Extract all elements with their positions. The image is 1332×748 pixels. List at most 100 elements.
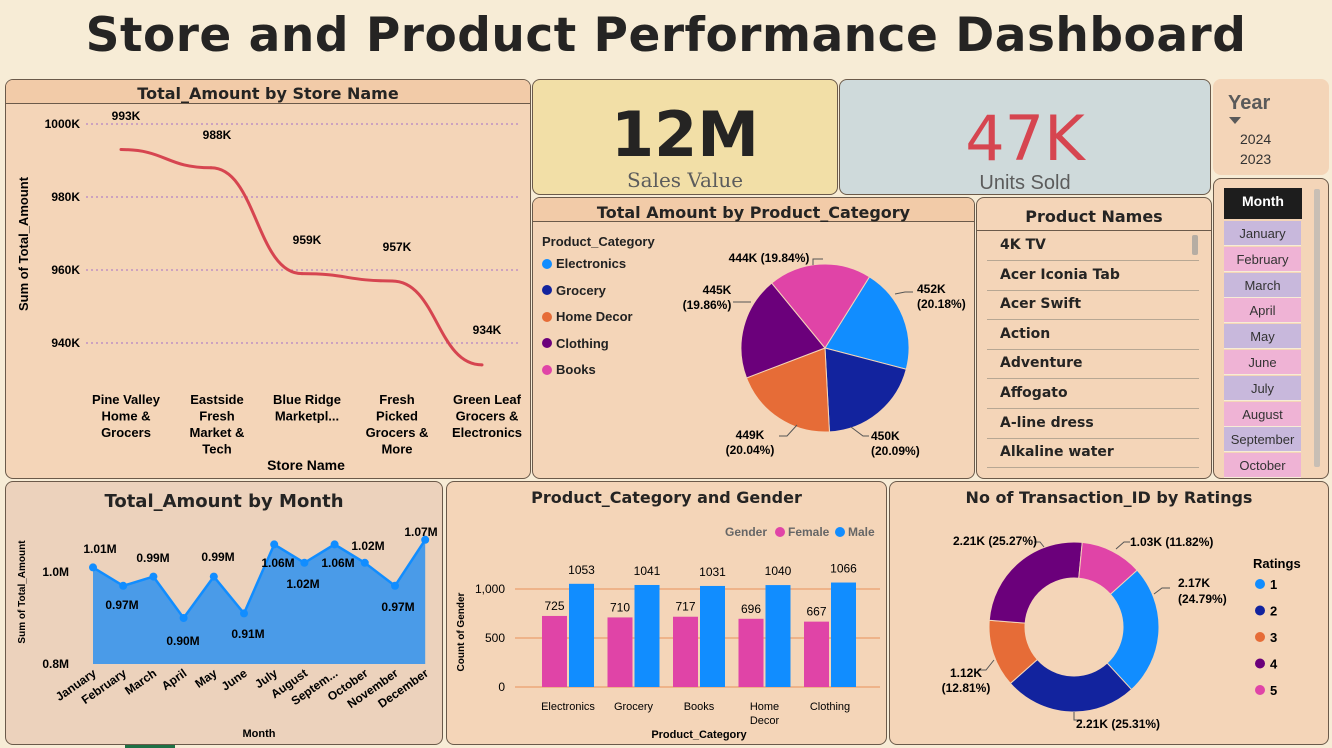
store-chart-header xyxy=(6,80,530,104)
category-pie-chart[interactable]: 452K(20.18%) 450K(20.09%) 449K(20.04%) 445K… xyxy=(533,222,975,479)
legend-label: Male xyxy=(848,525,875,539)
x-tick-label: Grocers & xyxy=(456,409,519,424)
month-slicer-item[interactable]: May xyxy=(1224,324,1301,350)
bar-female xyxy=(673,616,698,687)
leader-line xyxy=(812,258,823,265)
year-option[interactable]: 2024 xyxy=(1240,131,1272,147)
month-slicer-item[interactable]: September xyxy=(1224,427,1301,453)
pie-slice xyxy=(824,276,910,370)
pie-slice xyxy=(740,282,826,379)
gender-chart-title: Product_Category and Gender xyxy=(531,488,802,507)
month-slicer-item[interactable]: February xyxy=(1224,246,1301,272)
x-tick-label: Pine Valley xyxy=(92,392,161,407)
month-slicer-item[interactable]: March xyxy=(1224,272,1301,298)
legend-dot xyxy=(542,364,552,375)
list-item[interactable]: A-line dress xyxy=(987,410,1199,439)
data-label: 1.06M xyxy=(261,556,294,570)
x-tick-label: Electronics xyxy=(541,701,595,713)
legend-item-home-decor[interactable]: Home Decor xyxy=(542,309,633,324)
page-tab-indicator[interactable] xyxy=(125,745,175,748)
pie-slice xyxy=(824,347,907,433)
leader-line xyxy=(1034,541,1045,548)
x-tick-label: June xyxy=(219,666,250,694)
list-item[interactable]: Adventure xyxy=(987,350,1199,380)
data-label: 1.02M xyxy=(286,577,319,591)
x-axis-label: Product_Category xyxy=(651,729,747,741)
data-label: 1.02M xyxy=(351,539,384,553)
list-item[interactable]: 4K TV xyxy=(987,232,1199,261)
month-slicer-item[interactable]: October xyxy=(1224,453,1301,478)
store-chart-panel[interactable]: Total_Amount by Store Name 1000K 980K 960K… xyxy=(5,79,531,479)
legend-label: 5 xyxy=(1270,683,1277,698)
y-tick-label: 1.0M xyxy=(42,565,69,579)
data-point xyxy=(390,279,394,283)
month-chart-panel[interactable]: Total_Amount by Month 1.0M 0.8M Sum of Tot… xyxy=(5,481,443,745)
data-point xyxy=(89,563,97,572)
chevron-down-icon[interactable] xyxy=(1229,117,1241,124)
list-item[interactable]: Action xyxy=(987,321,1199,350)
category-pie-panel[interactable]: Total Amount by Product_Category Product… xyxy=(532,197,975,479)
x-axis-label: Store Name xyxy=(267,457,345,473)
month-slicer-item[interactable]: July xyxy=(1224,375,1301,401)
y-tick-label: 0 xyxy=(498,680,505,694)
list-item[interactable]: Affogato xyxy=(987,380,1199,409)
data-label: 1.06M xyxy=(321,556,354,570)
year-option[interactable]: 2023 xyxy=(1240,151,1272,167)
product-names-panel[interactable]: Product Names 4K TV Acer Iconia Tab Acer S… xyxy=(976,197,1212,479)
list-item[interactable]: Acer Iconia Tab xyxy=(987,262,1199,291)
month-slicer-item[interactable]: June xyxy=(1224,350,1301,375)
data-point xyxy=(209,166,213,170)
data-label: 450K xyxy=(871,429,900,443)
data-point xyxy=(119,581,128,590)
month-slicer-item[interactable]: August xyxy=(1224,401,1301,427)
legend-item-clothing[interactable]: Clothing xyxy=(542,336,609,351)
data-point xyxy=(149,572,158,581)
month-slicer-item[interactable]: April xyxy=(1224,298,1301,324)
series-line xyxy=(92,539,427,621)
x-tick-label: Books xyxy=(684,701,715,713)
leader-line xyxy=(978,659,995,671)
month-slicer-item[interactable]: January xyxy=(1224,221,1301,246)
gender-bar-chart[interactable]: Gender Female Male 1,000 500 0 Count of Gender… xyxy=(447,482,887,745)
year-slicer[interactable]: Year 2024 2023 xyxy=(1213,79,1329,175)
product-list-scrollbar[interactable] xyxy=(1192,235,1198,255)
legend-item-electronics[interactable]: Electronics xyxy=(542,256,626,271)
x-tick-label: April xyxy=(159,666,189,693)
legend-dot xyxy=(1255,579,1265,589)
pie-slice xyxy=(745,347,830,433)
month-slicer-scrollbar[interactable] xyxy=(1314,189,1320,467)
legend-item-grocery[interactable]: Grocery xyxy=(542,283,606,298)
leader-line xyxy=(1115,541,1130,550)
month-area-chart[interactable]: 1.0M 0.8M Sum of Total_Amount 1.01M 0.97M 0.9… xyxy=(6,482,443,745)
list-item[interactable]: Acer Swift xyxy=(987,291,1199,321)
legend-dot xyxy=(1255,605,1265,616)
list-item[interactable]: Alkaline water xyxy=(987,439,1199,469)
x-tick-label: Fresh xyxy=(199,409,234,424)
dashboard-title: Store and Product Performance Dashboard xyxy=(85,8,1247,63)
sales-value-card: 12M Sales Value xyxy=(532,79,838,195)
data-point xyxy=(360,558,369,567)
store-chart-title: Total_Amount by Store Name xyxy=(137,84,399,103)
legend-label: Grocery xyxy=(556,282,606,298)
category-pie-header xyxy=(533,198,974,222)
month-slicer[interactable]: Month January February March April May June Ju… xyxy=(1213,178,1329,479)
data-label: 725 xyxy=(544,599,564,613)
leader-line xyxy=(1073,712,1082,721)
gender-chart-panel[interactable]: Product_Category and Gender Gender Female… xyxy=(446,481,887,745)
ratings-donut-chart[interactable]: 2.17K (24.79%) 2.21K (25.31%) 1.12K(12.81%)… xyxy=(890,482,1329,745)
pie-slice xyxy=(771,263,871,349)
store-line-chart[interactable]: 1000K 980K 960K 940K Sum of Total_Amount 993K… xyxy=(6,104,531,479)
legend-label: 2 xyxy=(1270,604,1277,619)
data-label: (12.81%) xyxy=(942,681,991,695)
x-tick-label: Clothing xyxy=(810,701,850,713)
legend-dot xyxy=(1255,632,1265,642)
ratings-chart-panel[interactable]: No of Transaction_ID by Ratings 2.17K (24… xyxy=(889,481,1329,745)
product-names-title: Product Names xyxy=(1025,207,1163,226)
legend-item-books[interactable]: Books xyxy=(542,362,596,377)
x-tick-label: Home & xyxy=(101,409,150,424)
y-tick-label: 1000K xyxy=(45,117,81,131)
data-point xyxy=(240,609,248,618)
data-label: 0.99M xyxy=(201,550,234,564)
leader-line xyxy=(1153,587,1170,595)
x-tick-label: Tech xyxy=(202,442,231,457)
